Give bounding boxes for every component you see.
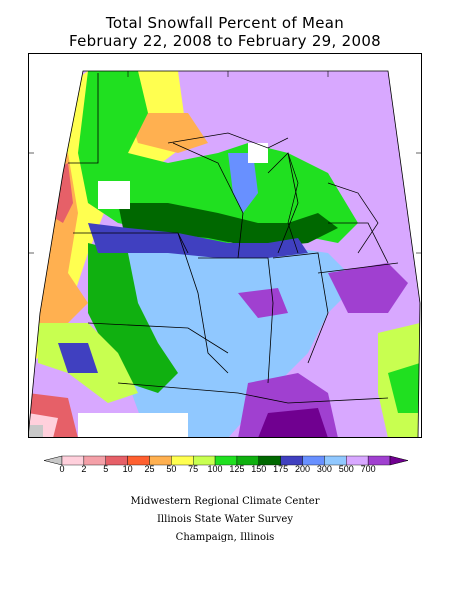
border-dakota: [68, 73, 99, 164]
state-borders: [68, 73, 399, 404]
border-lake-erie: [328, 222, 389, 264]
legend-tick-label: 75: [188, 464, 199, 474]
border-ky-tn: [117, 382, 389, 404]
credit-survey: Illinois State Water Survey: [156, 514, 293, 525]
credit-center: Midwestern Regional Climate Center: [130, 496, 320, 507]
field-orange-north: [128, 113, 208, 153]
field-sky-blue: [108, 243, 358, 438]
border-oh-north: [317, 262, 399, 274]
map-title: Total Snowfall Percent of Mean: [105, 14, 345, 32]
field-violet-east: [328, 263, 408, 313]
region-outline: [28, 70, 421, 438]
legend-tick-label: 100: [207, 464, 223, 474]
field-violet-center: [238, 288, 288, 318]
field-blue-band: [88, 223, 308, 258]
legend-tick-label: 50: [166, 464, 177, 474]
legend-tick-label: 200: [295, 464, 311, 474]
lake-ontario-shore: [327, 182, 379, 254]
legend-tick-label: 10: [122, 464, 133, 474]
lake-outlines: [167, 132, 379, 254]
snowfall-map: [28, 53, 422, 438]
legend-tick-label: 2: [81, 464, 87, 474]
border-mi: [267, 152, 299, 254]
legend-arrow-right: [389, 455, 409, 466]
legend-tick-label: 300: [316, 464, 332, 474]
legend-tick-label: 0: [59, 464, 65, 474]
border-wi: [172, 142, 244, 214]
border-mo-north: [87, 322, 229, 354]
legend-colorbar: [43, 455, 409, 466]
legend-tick-label: 500: [338, 464, 354, 474]
field-blue-sw: [58, 343, 98, 373]
field-green-se: [388, 363, 420, 413]
field-green-band: [78, 71, 358, 243]
field-nodata-3: [78, 413, 188, 438]
legend-tick-label: 25: [144, 464, 155, 474]
credit-location: Champaign, Illinois: [175, 532, 275, 543]
field-nodata-1: [98, 181, 130, 209]
snowfall-field: [28, 71, 420, 438]
legend-tick-label: 5: [103, 464, 109, 474]
legend-tick-label: 700: [360, 464, 376, 474]
border-il-west: [177, 232, 229, 374]
legend-tick-label: 175: [273, 464, 289, 474]
legend-tick-label: 150: [251, 464, 267, 474]
field-dark-green-band: [118, 203, 338, 248]
legend-swatches: [43, 455, 409, 466]
legend-tick-label: 125: [229, 464, 245, 474]
border-lake-mi-west: [237, 212, 244, 259]
lake-huron-shore: [287, 152, 299, 254]
field-nodata-2: [248, 143, 268, 163]
map-subtitle-dates: February 22, 2008 to February 29, 2008: [68, 32, 382, 50]
border-il-in: [198, 257, 274, 384]
lake-superior-shore: [167, 132, 289, 149]
field-purple-south: [258, 408, 328, 438]
map-frame: [28, 53, 422, 438]
border-in-oh: [272, 252, 329, 364]
field-none-sw: [28, 425, 43, 438]
